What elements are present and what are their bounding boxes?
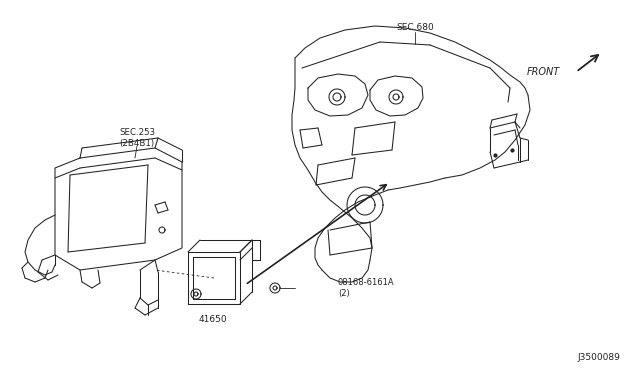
Text: J3500089: J3500089 bbox=[577, 353, 620, 362]
Text: SEC.253
(2B4B1): SEC.253 (2B4B1) bbox=[119, 128, 155, 148]
Text: SEC.680: SEC.680 bbox=[396, 23, 434, 32]
Text: 41650: 41650 bbox=[198, 315, 227, 324]
Text: 08168-6161A
(2): 08168-6161A (2) bbox=[338, 278, 395, 298]
Text: FRONT: FRONT bbox=[527, 67, 560, 77]
